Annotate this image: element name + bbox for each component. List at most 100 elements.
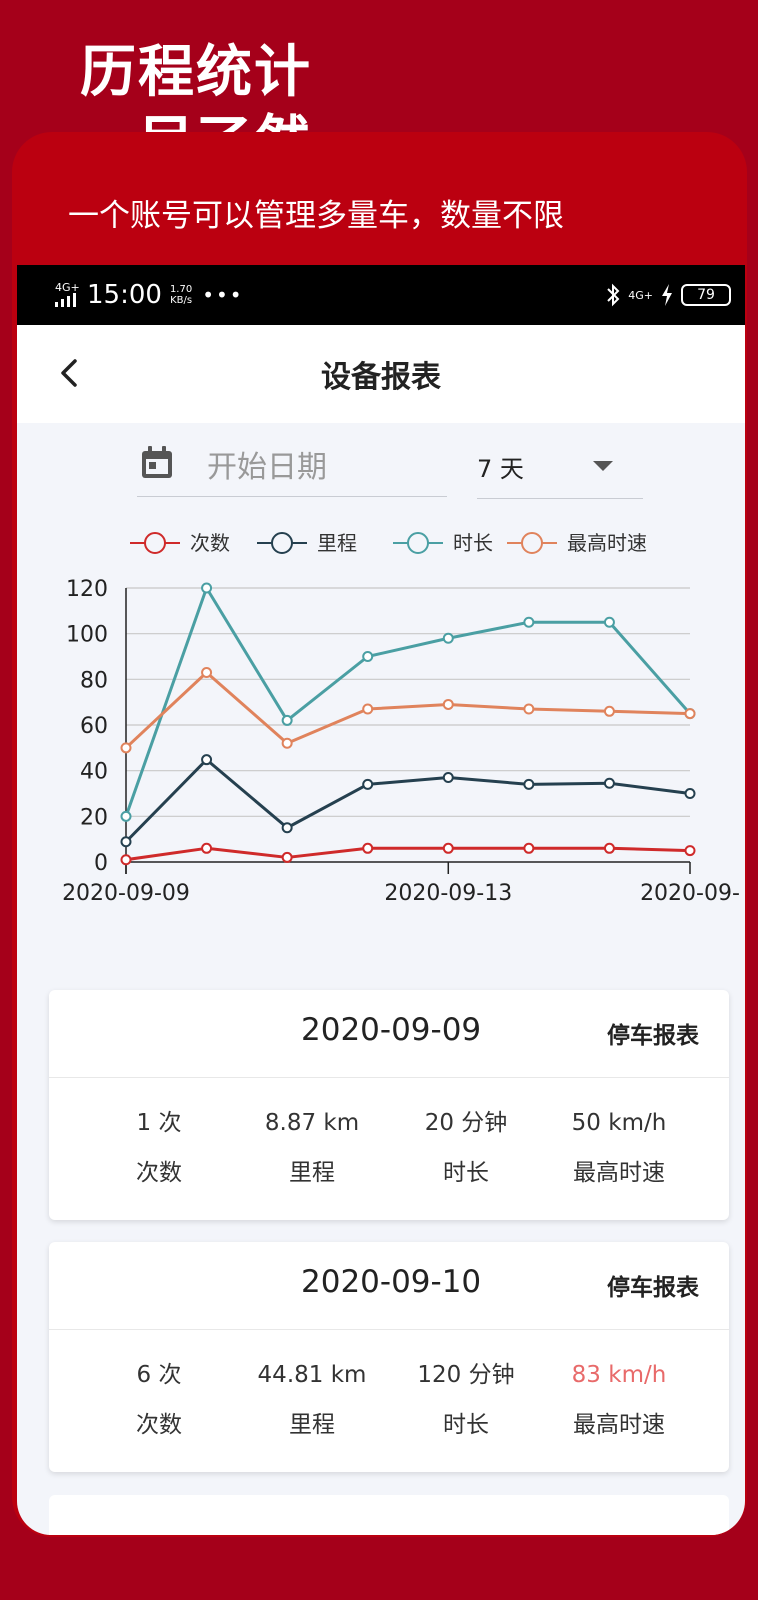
series-line xyxy=(124,670,691,749)
series-line xyxy=(125,846,691,862)
status-left: 4G+ 15:00 1.70 KB/s ••• xyxy=(55,277,244,313)
data-point xyxy=(201,842,213,854)
data-point xyxy=(603,616,615,628)
legend-label: 次数 xyxy=(190,531,230,555)
signal-icon xyxy=(55,292,76,307)
x-tick-label: 2020-09-13 xyxy=(384,881,512,906)
data-point xyxy=(523,842,535,854)
data-point xyxy=(603,842,615,854)
x-tick-label: 2020-09- xyxy=(640,881,740,906)
stat-value: 50 km/h xyxy=(571,1110,667,1136)
stat-mileage: 8.87 km 里程 xyxy=(237,1107,387,1189)
start-date-field[interactable] xyxy=(137,437,447,497)
data-point xyxy=(281,851,293,863)
stat-duration: 20 分钟 时长 xyxy=(391,1107,541,1189)
stat-value: 120 分钟 xyxy=(417,1362,515,1388)
stat-mileage: 44.81 km 里程 xyxy=(237,1359,387,1441)
data-point xyxy=(603,777,615,789)
data-point xyxy=(201,666,213,678)
report-chart: 次数 里程 时长 最高时速 0 20 40 60 80 100 120 2020-09-09 2020-… xyxy=(62,531,740,906)
data-point xyxy=(603,705,615,717)
battery-icon: 79 xyxy=(681,284,731,306)
signal-indicator: 4G+ xyxy=(55,282,81,309)
stat-label: 时长 xyxy=(443,1160,489,1186)
range-select[interactable]: 7 天 xyxy=(477,443,643,499)
data-point xyxy=(120,810,132,822)
data-point xyxy=(684,845,696,857)
stat-count: 1 次 次数 xyxy=(84,1107,234,1189)
stat-value: 6 次 xyxy=(136,1362,182,1388)
data-point xyxy=(523,778,535,790)
dropdown-arrow-icon xyxy=(593,461,613,471)
range-select-value: 7 天 xyxy=(477,455,524,483)
card-report-type[interactable]: 停车报表 xyxy=(607,1275,699,1301)
report-card[interactable]: 2020-09-09 停车报表 1 次 次数 8.87 km 里程 20 分钟 … xyxy=(49,990,729,1220)
network-type: 4G+ xyxy=(55,280,80,294)
data-point xyxy=(362,842,374,854)
y-tick-label: 100 xyxy=(66,623,108,648)
data-point xyxy=(442,772,454,784)
data-point xyxy=(201,754,213,766)
stat-max-speed: 50 km/h 最高时速 xyxy=(544,1107,694,1189)
stat-value: 83 km/h xyxy=(571,1362,667,1388)
stat-value: 1 次 xyxy=(136,1110,182,1136)
data-point xyxy=(684,788,696,799)
stat-duration: 120 分钟 时长 xyxy=(391,1359,541,1441)
stat-max-speed: 83 km/h 最高时速 xyxy=(544,1359,694,1441)
legend-marker xyxy=(521,532,543,554)
series-line xyxy=(124,758,691,843)
data-point xyxy=(281,822,293,834)
card-date: 2020-09-10 xyxy=(301,1264,482,1300)
data-point xyxy=(281,737,293,749)
stat-label: 最高时速 xyxy=(573,1412,665,1438)
data-point xyxy=(120,742,132,754)
network-type-right: 4G+ xyxy=(628,288,653,302)
status-right: 4G+ 79 xyxy=(606,277,731,313)
network-speed-value: 1.70 xyxy=(169,284,193,295)
legend-label: 时长 xyxy=(453,531,493,555)
calendar-icon xyxy=(142,446,172,478)
back-arrow-icon[interactable] xyxy=(51,353,91,393)
more-notifications-icon: ••• xyxy=(202,283,244,307)
y-tick-label: 40 xyxy=(80,760,108,785)
stat-count: 6 次 次数 xyxy=(84,1359,234,1441)
stat-label: 里程 xyxy=(289,1412,335,1438)
stat-label: 次数 xyxy=(136,1412,182,1438)
card-header: 2020-09-10 停车报表 xyxy=(49,1242,729,1330)
card-report-type[interactable]: 停车报表 xyxy=(607,1023,699,1049)
data-point xyxy=(442,698,454,710)
phone-screen: 4G+ 15:00 1.70 KB/s ••• 4G+ 79 xyxy=(17,265,745,1535)
data-point xyxy=(120,836,132,848)
y-tick-label: 120 xyxy=(66,577,108,602)
app-bar: 设备报表 xyxy=(17,325,745,423)
data-point xyxy=(523,703,535,715)
promo-subtitle: 一个账号可以管理多量车，数量不限 xyxy=(68,198,564,234)
stat-value: 44.81 km xyxy=(257,1362,367,1388)
y-tick-label: 20 xyxy=(80,805,108,830)
data-point xyxy=(120,854,132,866)
data-point xyxy=(362,703,374,715)
data-point xyxy=(281,714,293,726)
stat-label: 次数 xyxy=(136,1160,182,1186)
network-speed: 1.70 KB/s xyxy=(170,284,192,306)
card-date: 2020-09-09 xyxy=(301,1012,482,1048)
legend-marker xyxy=(144,532,166,554)
stat-value: 20 分钟 xyxy=(424,1110,508,1136)
y-tick-label: 0 xyxy=(94,851,108,876)
promo-title-line1: 历程统计 xyxy=(80,40,312,105)
report-card-partial[interactable] xyxy=(49,1495,729,1535)
status-time: 15:00 xyxy=(87,280,162,310)
series-line xyxy=(124,586,692,817)
data-point xyxy=(201,582,213,594)
page-title: 设备报表 xyxy=(321,360,441,395)
start-date-input[interactable] xyxy=(207,445,437,489)
network-speed-unit: KB/s xyxy=(170,295,193,306)
report-card[interactable]: 2020-09-10 停车报表 6 次 次数 44.81 km 里程 120 分… xyxy=(49,1242,729,1472)
x-tick-label: 2020-09-09 xyxy=(62,881,190,906)
bluetooth-icon xyxy=(607,283,620,307)
legend-marker xyxy=(407,532,429,554)
charging-icon xyxy=(662,284,672,306)
stat-value: 8.87 km xyxy=(264,1110,360,1136)
status-bar: 4G+ 15:00 1.70 KB/s ••• 4G+ 79 xyxy=(17,265,745,325)
data-point xyxy=(362,778,374,790)
